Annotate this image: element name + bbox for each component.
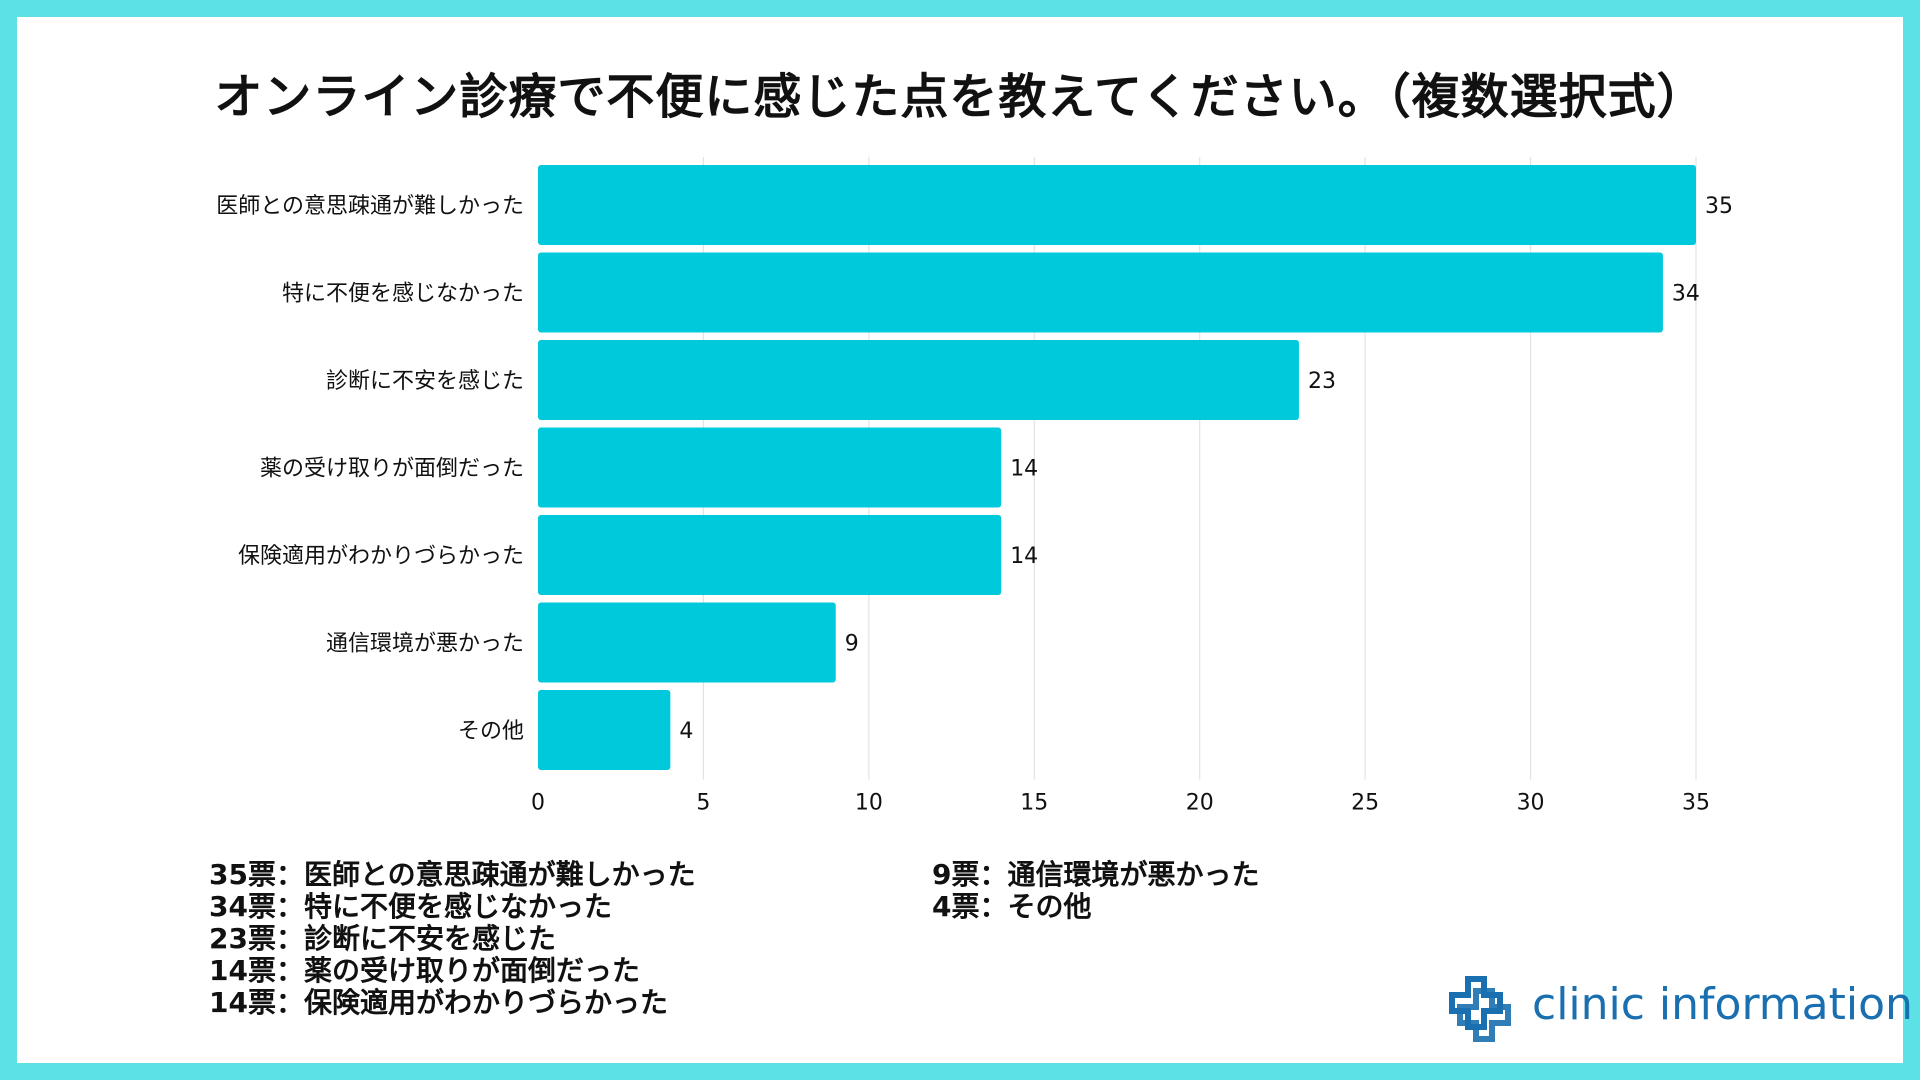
logo-text: clinic information	[1532, 979, 1913, 1030]
x-tick-label: 15	[1020, 791, 1048, 816]
chart-card: オンライン診療で不便に感じた点を教えてください。（複数選択式） 35 医師との意思…	[17, 17, 1913, 1063]
x-tick-label: 5	[696, 791, 710, 816]
category-label: 通信環境が悪かった	[326, 632, 524, 657]
bar-value-label: 4	[679, 719, 693, 744]
x-tick-label: 10	[855, 791, 883, 816]
x-tick-label: 20	[1186, 791, 1214, 816]
legend-item: 35票：医師との意思疎通が難しかった	[209, 858, 696, 891]
legend-item: 23票：診断に不安を感じた	[209, 922, 556, 955]
category-label: 特に不便を感じなかった	[282, 282, 524, 307]
legend-item: 4票：その他	[932, 890, 1092, 923]
x-tick-label: 35	[1682, 791, 1710, 816]
legend-item: 9票：通信環境が悪かった	[932, 858, 1260, 891]
clinic-information-logo: clinic information	[1432, 965, 1913, 1055]
bar-value-label: 9	[845, 632, 859, 657]
bar-chart: 35 医師との意思疎通が難しかった 34 特に不便を感じなかった 23 診断に不安を感じた…	[216, 157, 1733, 816]
bar	[538, 427, 1002, 508]
category-label: 診断に不安を感じた	[326, 369, 524, 394]
category-label: 医師との意思疎通が難しかった	[216, 194, 524, 219]
chart-title: オンライン診療で不便に感じた点を教えてください。（複数選択式）	[214, 69, 1706, 125]
x-tick-label: 0	[531, 791, 545, 816]
legend-left: 35票：医師との意思疎通が難しかった 34票：特に不便を感じなかった 23票：診…	[209, 859, 696, 1019]
bar	[538, 515, 1002, 595]
bar	[538, 252, 1663, 333]
category-label: その他	[458, 719, 524, 744]
bar-value-label: 34	[1672, 282, 1700, 307]
legend-item: 14票：保険適用がわかりづらかった	[209, 986, 668, 1019]
category-label: 薬の受け取りが面倒だった	[260, 457, 524, 482]
bar-value-label: 35	[1705, 194, 1733, 219]
medical-cross-icon	[1449, 976, 1511, 1042]
legend-item: 34票：特に不便を感じなかった	[209, 890, 612, 923]
legend-item: 14票：薬の受け取りが面倒だった	[209, 954, 640, 987]
bar	[538, 690, 671, 770]
bar	[538, 340, 1299, 420]
bar-value-label: 14	[1010, 544, 1038, 569]
bar	[538, 165, 1696, 245]
bar	[538, 602, 836, 683]
bar-value-label: 14	[1010, 457, 1038, 482]
bar-value-label: 23	[1308, 369, 1336, 394]
x-tick-label: 30	[1517, 791, 1545, 816]
x-tick-label: 25	[1351, 791, 1379, 816]
category-label: 保険適用がわかりづらかった	[238, 544, 524, 569]
legend-right: 9票：通信環境が悪かった 4票：その他	[932, 859, 1259, 923]
